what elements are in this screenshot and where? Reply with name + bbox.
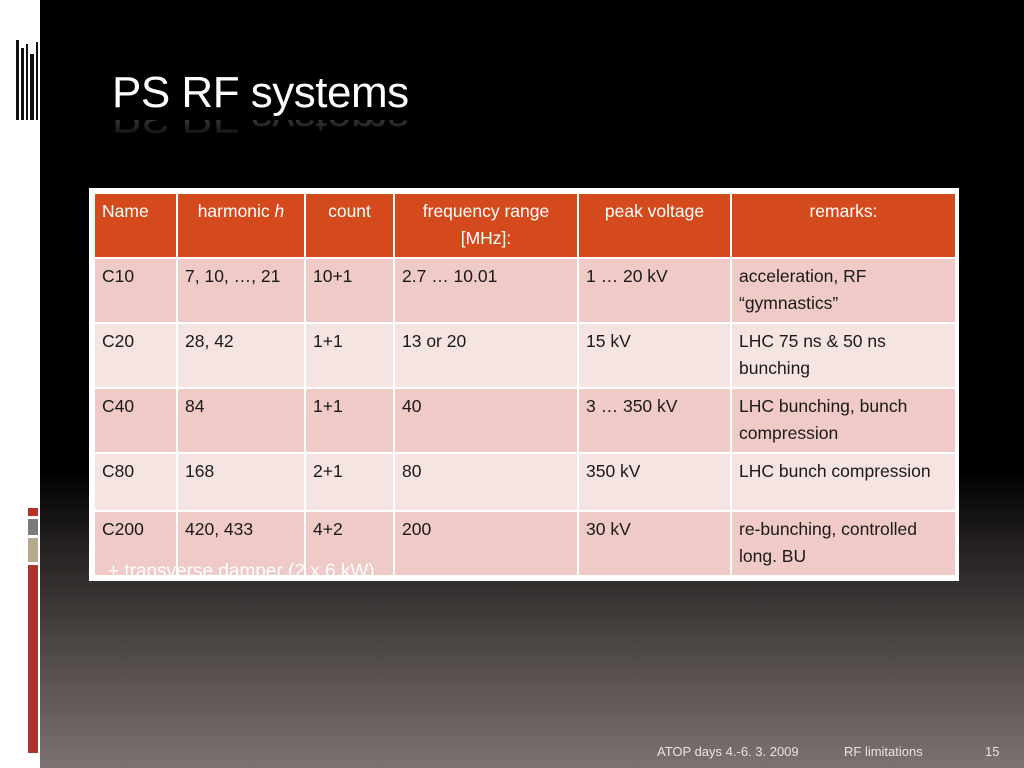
cell-name: C10 bbox=[93, 257, 178, 324]
table-row: C10 7, 10, …, 21 10+1 2.7 … 10.01 1 … 20… bbox=[93, 257, 957, 324]
cell-frequency: 2.7 … 10.01 bbox=[393, 257, 579, 324]
cell-remarks: LHC 75 ns & 50 ns bunching bbox=[730, 322, 957, 389]
cell-voltage: 3 … 350 kV bbox=[577, 387, 732, 454]
cell-name: C200 bbox=[93, 510, 178, 577]
rf-systems-table-frame: Name harmonic h count frequency range [M… bbox=[89, 188, 959, 581]
cell-name: C80 bbox=[93, 452, 178, 512]
cell-name: C20 bbox=[93, 322, 178, 389]
header-name: Name bbox=[93, 192, 178, 259]
header-count: count bbox=[304, 192, 395, 259]
cell-count: 1+1 bbox=[304, 387, 395, 454]
cell-count: 10+1 bbox=[304, 257, 395, 324]
header-frequency: frequency range [MHz]: bbox=[393, 192, 579, 259]
cell-name: C40 bbox=[93, 387, 178, 454]
cell-remarks: LHC bunching, bunch compression bbox=[730, 387, 957, 454]
cell-voltage: 15 kV bbox=[577, 322, 732, 389]
cell-frequency: 200 bbox=[393, 510, 579, 577]
footer-topic: RF limitations bbox=[844, 744, 923, 759]
header-voltage: peak voltage bbox=[577, 192, 732, 259]
header-remarks: remarks: bbox=[730, 192, 957, 259]
cell-harmonic: 28, 42 bbox=[176, 322, 306, 389]
footer-date: ATOP days 4.-6. 3. 2009 bbox=[657, 744, 799, 759]
cell-harmonic: 84 bbox=[176, 387, 306, 454]
cell-remarks: LHC bunch compression bbox=[730, 452, 957, 512]
cell-harmonic: 7, 10, …, 21 bbox=[176, 257, 306, 324]
table-header-row: Name harmonic h count frequency range [M… bbox=[93, 192, 957, 259]
cell-frequency: 13 or 20 bbox=[393, 322, 579, 389]
cell-count: 4+2 bbox=[304, 510, 395, 577]
header-harmonic: harmonic h bbox=[176, 192, 306, 259]
slide-title: PS RF systems bbox=[112, 68, 409, 117]
cell-voltage: 1 … 20 kV bbox=[577, 257, 732, 324]
cell-frequency: 80 bbox=[393, 452, 579, 512]
vertical-bars-icon bbox=[16, 40, 38, 120]
transverse-damper-note: + transverse damper (2 x 6 kW) bbox=[108, 561, 375, 582]
page-number: 15 bbox=[985, 744, 1000, 759]
cell-remarks: re-bunching, controlled long. BU bbox=[730, 510, 957, 577]
table-row: C200 420, 433 4+2 200 30 kV re-bunching,… bbox=[93, 510, 957, 577]
cell-harmonic: 168 bbox=[176, 452, 306, 512]
cell-voltage: 30 kV bbox=[577, 510, 732, 577]
slide-title-reflection: PS RF systems bbox=[112, 120, 409, 142]
cell-count: 2+1 bbox=[304, 452, 395, 512]
table-row: C20 28, 42 1+1 13 or 20 15 kV LHC 75 ns … bbox=[93, 322, 957, 389]
table-row: C80 168 2+1 80 350 kV LHC bunch compress… bbox=[93, 452, 957, 512]
rf-systems-table: Name harmonic h count frequency range [M… bbox=[93, 192, 957, 577]
cell-frequency: 40 bbox=[393, 387, 579, 454]
cell-harmonic: 420, 433 bbox=[176, 510, 306, 577]
cell-count: 1+1 bbox=[304, 322, 395, 389]
left-color-bars bbox=[28, 508, 38, 756]
table-row: C40 84 1+1 40 3 … 350 kV LHC bunching, b… bbox=[93, 387, 957, 454]
cell-remarks: acceleration, RF “gymnastics” bbox=[730, 257, 957, 324]
cell-voltage: 350 kV bbox=[577, 452, 732, 512]
left-decoration-strip bbox=[0, 0, 40, 768]
